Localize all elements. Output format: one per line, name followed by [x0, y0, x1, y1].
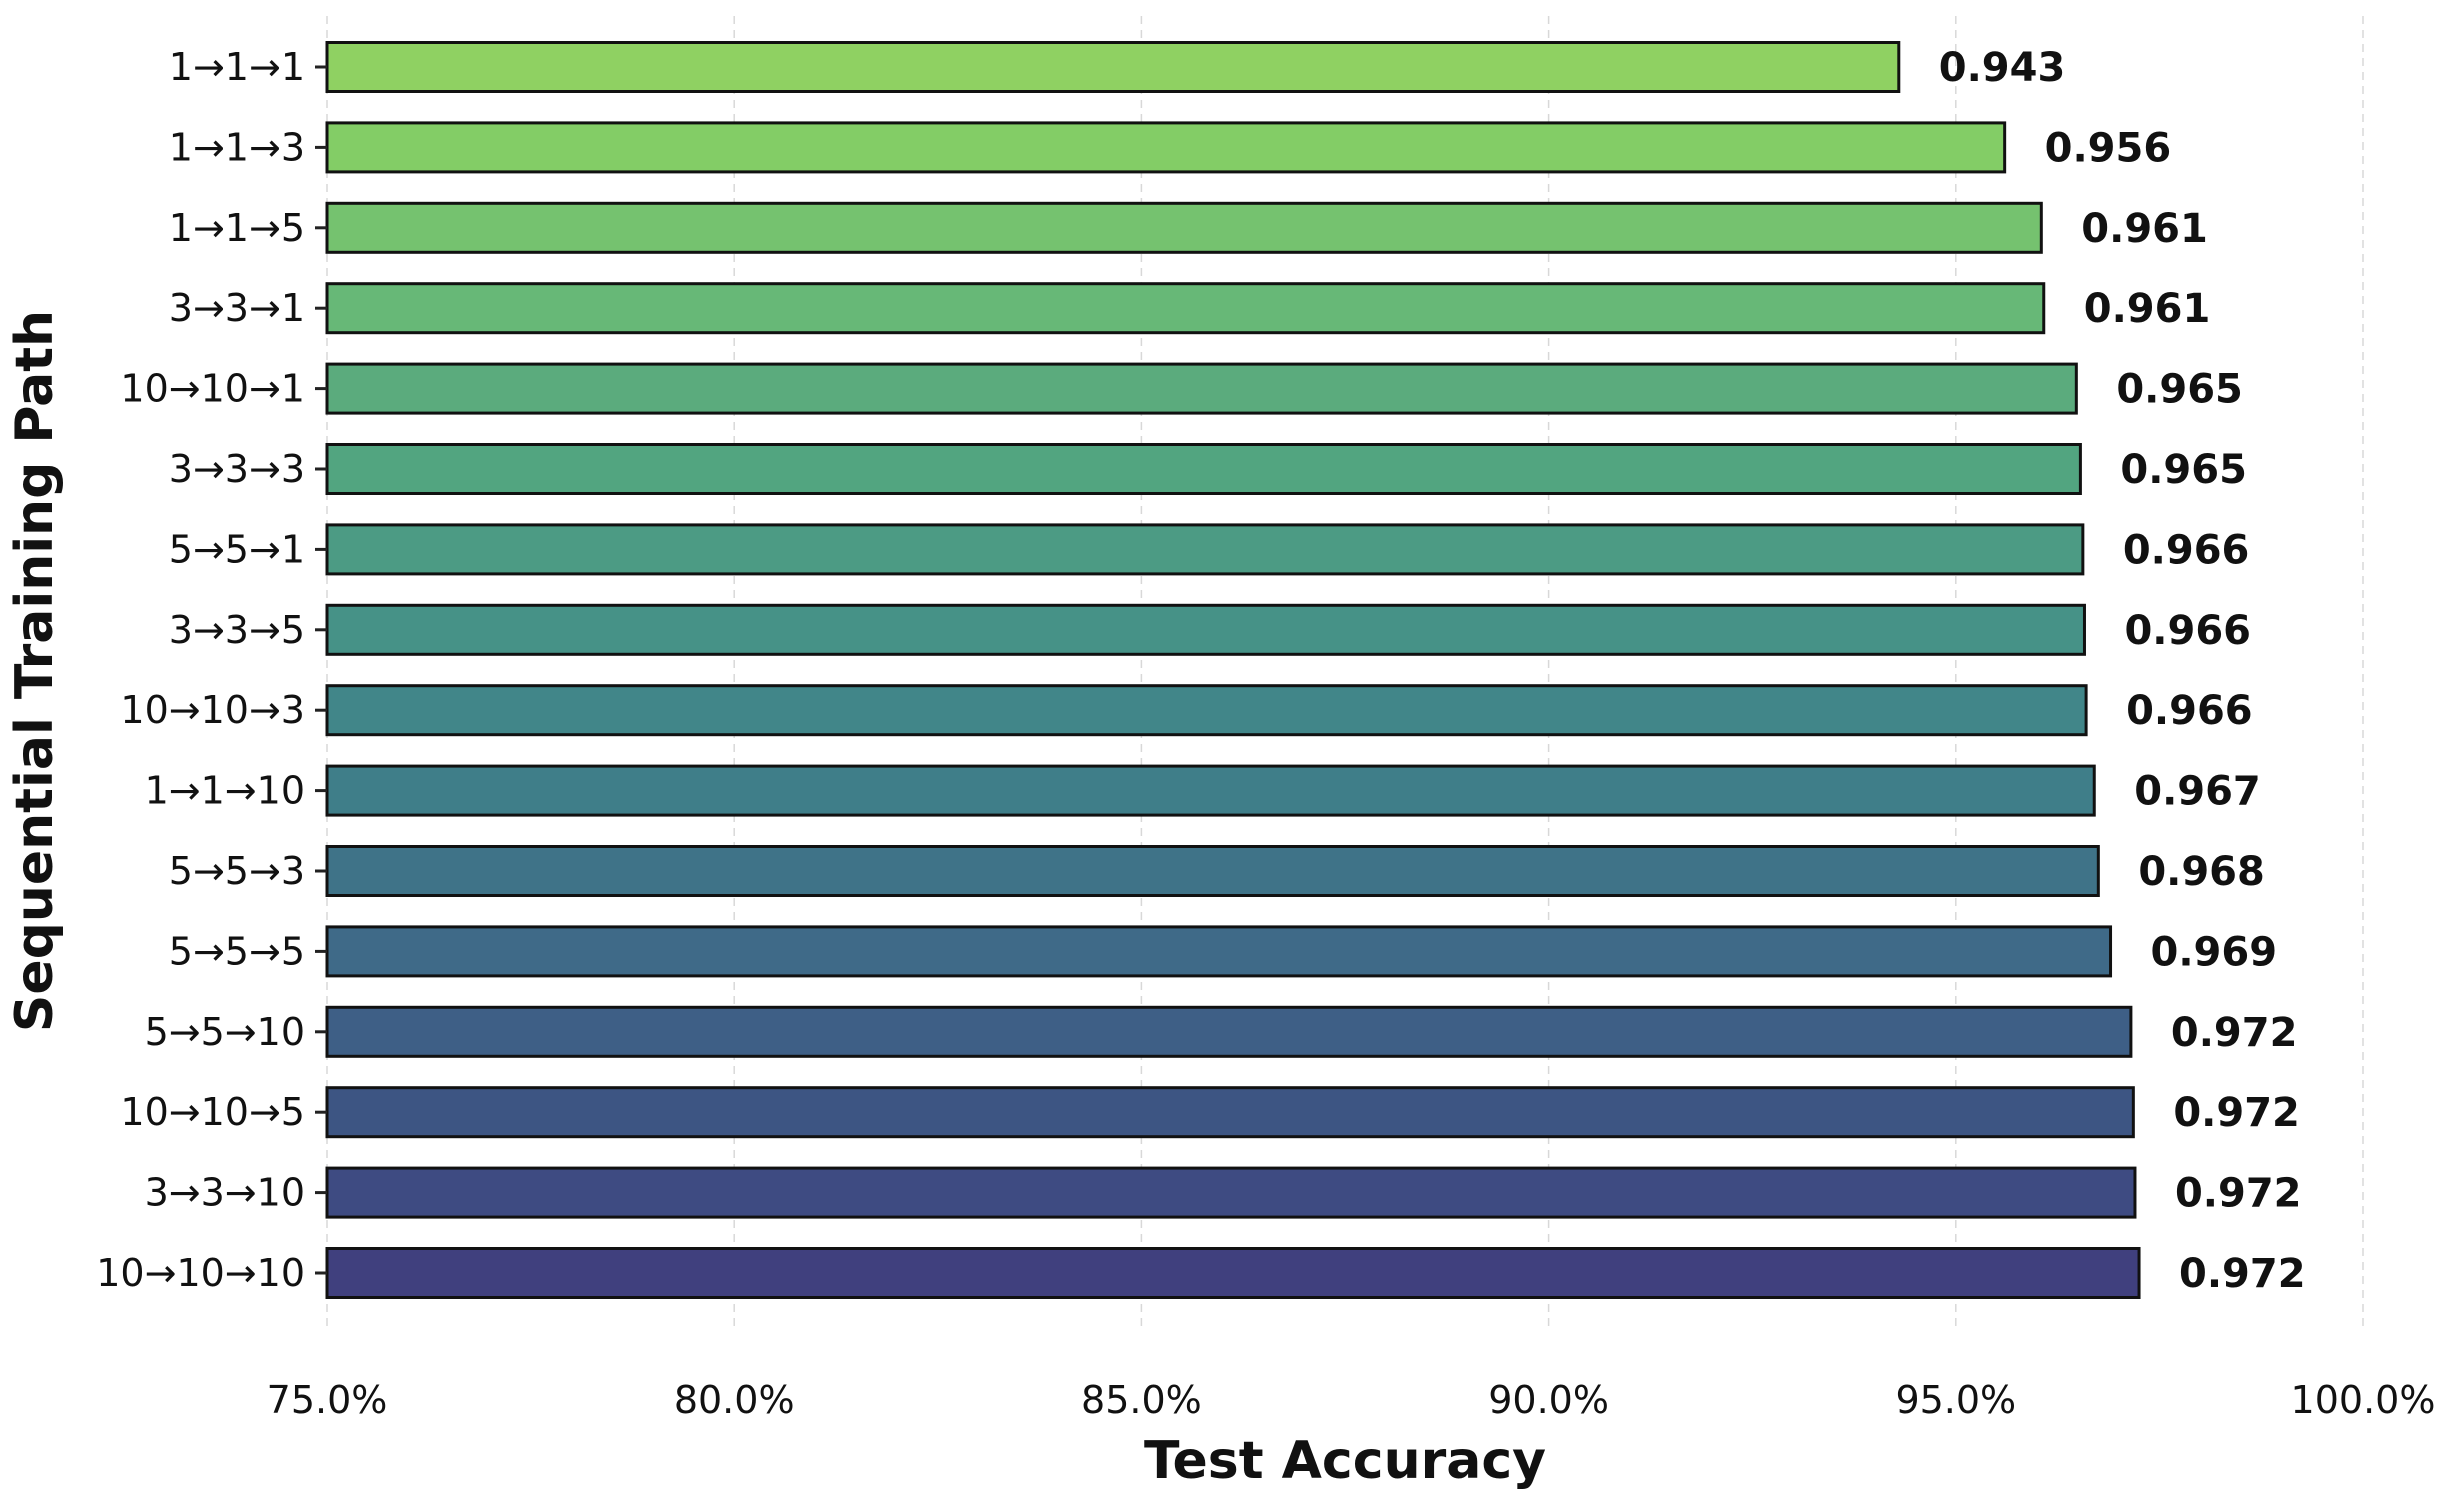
- y-tick-label: 5→5→3: [169, 849, 305, 893]
- bar-value-label: 0.943: [1939, 45, 2066, 91]
- x-axis-title: Test Accuracy: [1144, 1431, 1546, 1491]
- bar-value-label: 0.965: [2120, 447, 2247, 493]
- y-tick-label: 10→10→1: [120, 367, 305, 411]
- bar: [325, 684, 2088, 737]
- bar-value-label: 0.972: [2179, 1251, 2306, 1297]
- y-tick-label: 1→1→10: [145, 769, 305, 813]
- bar-value-label: 0.969: [2151, 929, 2278, 975]
- y-tick-label: 5→5→5: [169, 929, 305, 973]
- bar-value-label: 0.967: [2134, 769, 2261, 815]
- bar: [325, 764, 2096, 817]
- value-labels: 0.943 0.956 0.961 0.961 0.965 0.965 0.966 0.966…: [1939, 45, 2306, 1297]
- y-tick-label: 1→1→5: [169, 206, 305, 250]
- bar: [325, 603, 2086, 656]
- y-axis: 1→1→1 1→1→3 1→1→5 3→3→1 10→10→1 3→3→3 5→5→1 3→3…: [96, 45, 327, 1295]
- y-tick-label: 3→3→1: [169, 286, 305, 330]
- y-axis-title: Sequential Training Path: [5, 310, 65, 1032]
- x-tick-label: 90.0%: [1488, 1378, 1609, 1422]
- bar: [325, 121, 2007, 174]
- y-tick-label: 10→10→10: [96, 1251, 305, 1295]
- bar-value-label: 0.972: [2171, 1010, 2298, 1056]
- y-tick-label: 10→10→5: [120, 1090, 305, 1134]
- bar: [325, 282, 2046, 335]
- bar: [325, 925, 2113, 978]
- bar: [325, 443, 2082, 495]
- x-tick-label: 75.0%: [267, 1378, 388, 1422]
- y-tick-label: 3→3→10: [145, 1171, 305, 1215]
- bars: [325, 41, 2141, 1299]
- bar-value-label: 0.961: [2084, 286, 2211, 332]
- bar-value-label: 0.966: [2124, 608, 2251, 654]
- x-tick-label: 80.0%: [674, 1378, 795, 1422]
- bar: [325, 1005, 2133, 1058]
- bar-value-label: 0.972: [2175, 1171, 2302, 1217]
- bar-value-label: 0.972: [2173, 1090, 2300, 1136]
- y-tick-label: 5→5→10: [145, 1010, 305, 1054]
- bar-value-label: 0.968: [2138, 849, 2265, 895]
- y-tick-label: 1→1→3: [169, 125, 305, 169]
- x-tick-label: 85.0%: [1081, 1378, 1202, 1422]
- x-tick-label: 100.0%: [2291, 1378, 2436, 1422]
- y-tick-label: 3→3→3: [169, 447, 305, 491]
- bar-value-label: 0.965: [2116, 367, 2243, 413]
- bar-value-label: 0.966: [2123, 527, 2250, 573]
- y-tick-label: 10→10→3: [120, 688, 305, 732]
- y-tick-label: 5→5→1: [169, 527, 305, 571]
- y-tick-label: 1→1→1: [169, 45, 305, 89]
- bar: [325, 1166, 2137, 1219]
- bar: [325, 41, 1901, 93]
- bar: [325, 201, 2043, 254]
- bar-value-label: 0.956: [2045, 125, 2172, 171]
- bar: [325, 1086, 2135, 1139]
- bar: [325, 845, 2100, 897]
- bar: [325, 523, 2085, 576]
- bar: [325, 1247, 2141, 1299]
- bar-value-label: 0.966: [2126, 688, 2253, 734]
- y-tick-label: 3→3→5: [169, 608, 305, 652]
- bar-value-label: 0.961: [2081, 206, 2208, 252]
- x-axis: 75.0% 80.0% 85.0% 90.0% 95.0% 100.0%: [267, 1378, 2436, 1422]
- bar: [325, 362, 2078, 415]
- x-tick-label: 95.0%: [1895, 1378, 2016, 1422]
